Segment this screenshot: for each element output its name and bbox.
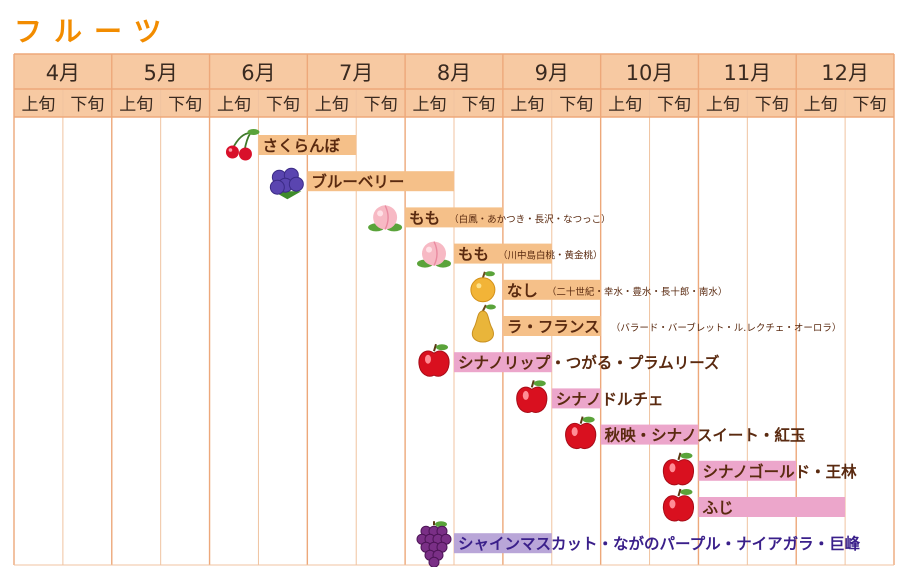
season-bar <box>698 460 797 481</box>
month-label: 10月 <box>626 61 674 85</box>
half-month-label: 下旬 <box>657 95 691 115</box>
pear-icon <box>470 271 496 303</box>
half-month-label: 上旬 <box>510 95 544 115</box>
half-month-label: 下旬 <box>70 95 104 115</box>
apple-icon <box>516 380 548 413</box>
la-france-pear-icon <box>471 304 496 343</box>
variety-detail: （バラード・バーブレット・ル.レクチェ・オーロラ） <box>611 322 841 334</box>
fruit-label: シナノリップ・つがる・プラムリーズ <box>458 353 720 372</box>
fruit-row: さくらんぼ <box>225 129 357 161</box>
fruit-row: シナノリップ・つがる・プラムリーズ <box>418 343 720 377</box>
fruit-row: シャインマスカット・ながのパープル・ナイアガラ・巨峰 <box>416 521 861 567</box>
half-month-label: 下旬 <box>266 95 300 115</box>
grid-lines <box>13 53 895 566</box>
grape-icon <box>416 521 452 567</box>
half-month-label: 上旬 <box>608 95 642 115</box>
fruit-label: シナノゴールド・王林 <box>702 462 857 481</box>
fruit-label: なし <box>507 282 538 300</box>
fruit-row: もも （川中島白桃・黄金桃） <box>417 241 603 268</box>
fruit-label: さくらんぼ <box>262 137 340 155</box>
season-bar <box>307 171 454 192</box>
cherry-icon <box>225 129 260 161</box>
peach-icon <box>417 241 451 268</box>
half-month-label: 下旬 <box>559 95 593 115</box>
peach-icon <box>368 205 403 232</box>
half-month-label: 下旬 <box>168 95 202 115</box>
half-month-label: 下旬 <box>461 95 495 115</box>
half-month-label: 上旬 <box>217 95 251 115</box>
variety-detail: （白鳳・あかつき・長沢・なつっこ） <box>449 213 611 225</box>
month-label: 8月 <box>437 61 471 85</box>
month-label: 11月 <box>723 61 771 85</box>
half-month-label: 上旬 <box>706 95 740 115</box>
half-month-label: 下旬 <box>755 95 789 115</box>
month-label: 4月 <box>46 61 80 85</box>
blueberry-icon <box>269 167 304 200</box>
fruit-row: もも （白鳳・あかつき・長沢・なつっこ） <box>368 205 611 232</box>
half-month-label: 上旬 <box>315 95 349 115</box>
fruit-row: ラ・フランス （バラード・バーブレット・ル.レクチェ・オーロラ） <box>471 304 841 343</box>
fruit-label: シャインマスカット・ながのパープル・ナイアガラ・巨峰 <box>458 534 861 553</box>
page-title: フルーツ <box>14 15 174 48</box>
fruit-row: 秋映・シナノスイート・紅玉 <box>565 416 806 450</box>
month-label: 9月 <box>535 61 569 85</box>
month-label: 6月 <box>241 61 275 85</box>
fruit-label: シナノドルチェ <box>556 390 664 408</box>
half-month-label: 上旬 <box>804 95 838 115</box>
fruit-row: なし （二十世紀・幸水・豊水・長十郎・南水） <box>470 271 728 303</box>
fruit-label: 秋映・シナノスイート・紅玉 <box>605 426 806 445</box>
season-bar <box>600 424 699 445</box>
season-bar <box>454 533 552 554</box>
season-bar <box>551 388 601 409</box>
fruit-row: シナノゴールド・王林 <box>662 452 857 486</box>
season-bar <box>698 497 846 517</box>
season-bar <box>258 135 357 155</box>
fruit-label: ふじ <box>702 499 733 517</box>
half-month-label: 下旬 <box>853 95 887 115</box>
season-bar <box>454 243 552 264</box>
month-label: 5月 <box>143 61 177 85</box>
apple-icon <box>662 452 694 486</box>
half-month-label: 下旬 <box>364 95 398 115</box>
half-month-label: 上旬 <box>413 95 447 115</box>
season-bar <box>502 316 601 336</box>
month-label: 12月 <box>821 61 869 85</box>
apple-icon <box>565 416 597 450</box>
half-month-label: 上旬 <box>119 95 153 115</box>
fruit-label: ラ・フランス <box>507 318 600 336</box>
season-bar <box>405 207 503 228</box>
apple-icon <box>662 488 694 522</box>
fruit-row: ふじ <box>662 488 846 522</box>
variety-detail: （川中島白桃・黄金桃） <box>498 250 603 262</box>
season-bar <box>454 352 552 373</box>
fruit-row: シナノドルチェ <box>516 380 664 413</box>
season-bar <box>502 279 601 300</box>
fruit-label: もも <box>458 246 489 264</box>
fruit-label: もも <box>409 209 440 227</box>
fruit-label: ブルーベリー <box>311 172 404 191</box>
apple-icon <box>418 343 450 377</box>
half-month-label: 上旬 <box>21 95 55 115</box>
month-label: 7月 <box>339 61 373 85</box>
fruit-row: ブルーベリー <box>269 167 454 200</box>
variety-detail: （二十世紀・幸水・豊水・長十郎・南水） <box>547 286 728 298</box>
